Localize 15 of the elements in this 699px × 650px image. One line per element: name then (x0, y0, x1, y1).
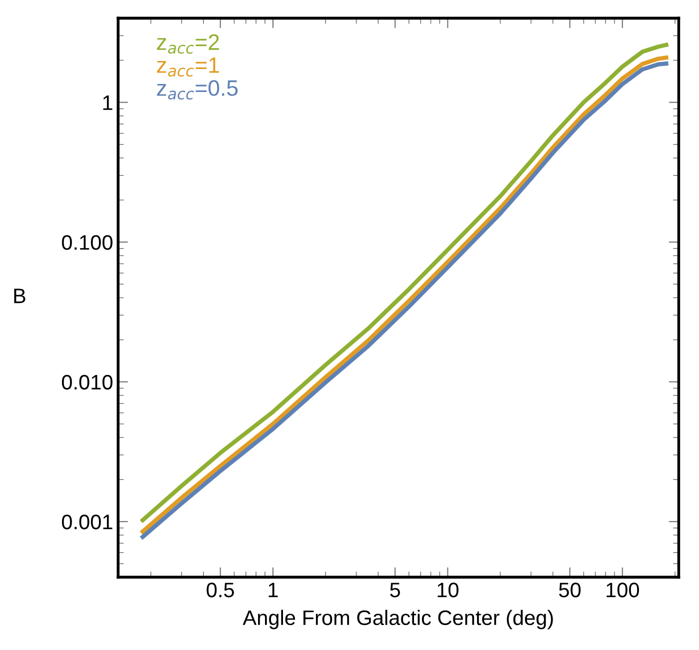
text: z$_{acc}$=0.5 (157, 80, 238, 100)
text: z$_{acc}$=2 (157, 34, 219, 54)
y-tick-label: 0.010 (62, 374, 112, 390)
x-tick-label: 50 (559, 582, 581, 598)
y-tick-label: 0.100 (62, 235, 112, 250)
y-tick-label: 1 (103, 96, 112, 110)
y-axis-title: B (14, 288, 26, 304)
x-axis-title: Angle From Galactic Center (deg) (242, 610, 553, 630)
x-tick-label: 1 (268, 582, 278, 598)
y-tick-label: 0.001 (62, 514, 112, 530)
x-tick-label: 0.5 (206, 582, 234, 598)
x-tick-label: 100 (606, 582, 639, 598)
x-tick-label: 5 (390, 582, 400, 598)
x-tick-label: 10 (438, 582, 458, 598)
text: z$_{acc}$=1 (157, 57, 219, 77)
